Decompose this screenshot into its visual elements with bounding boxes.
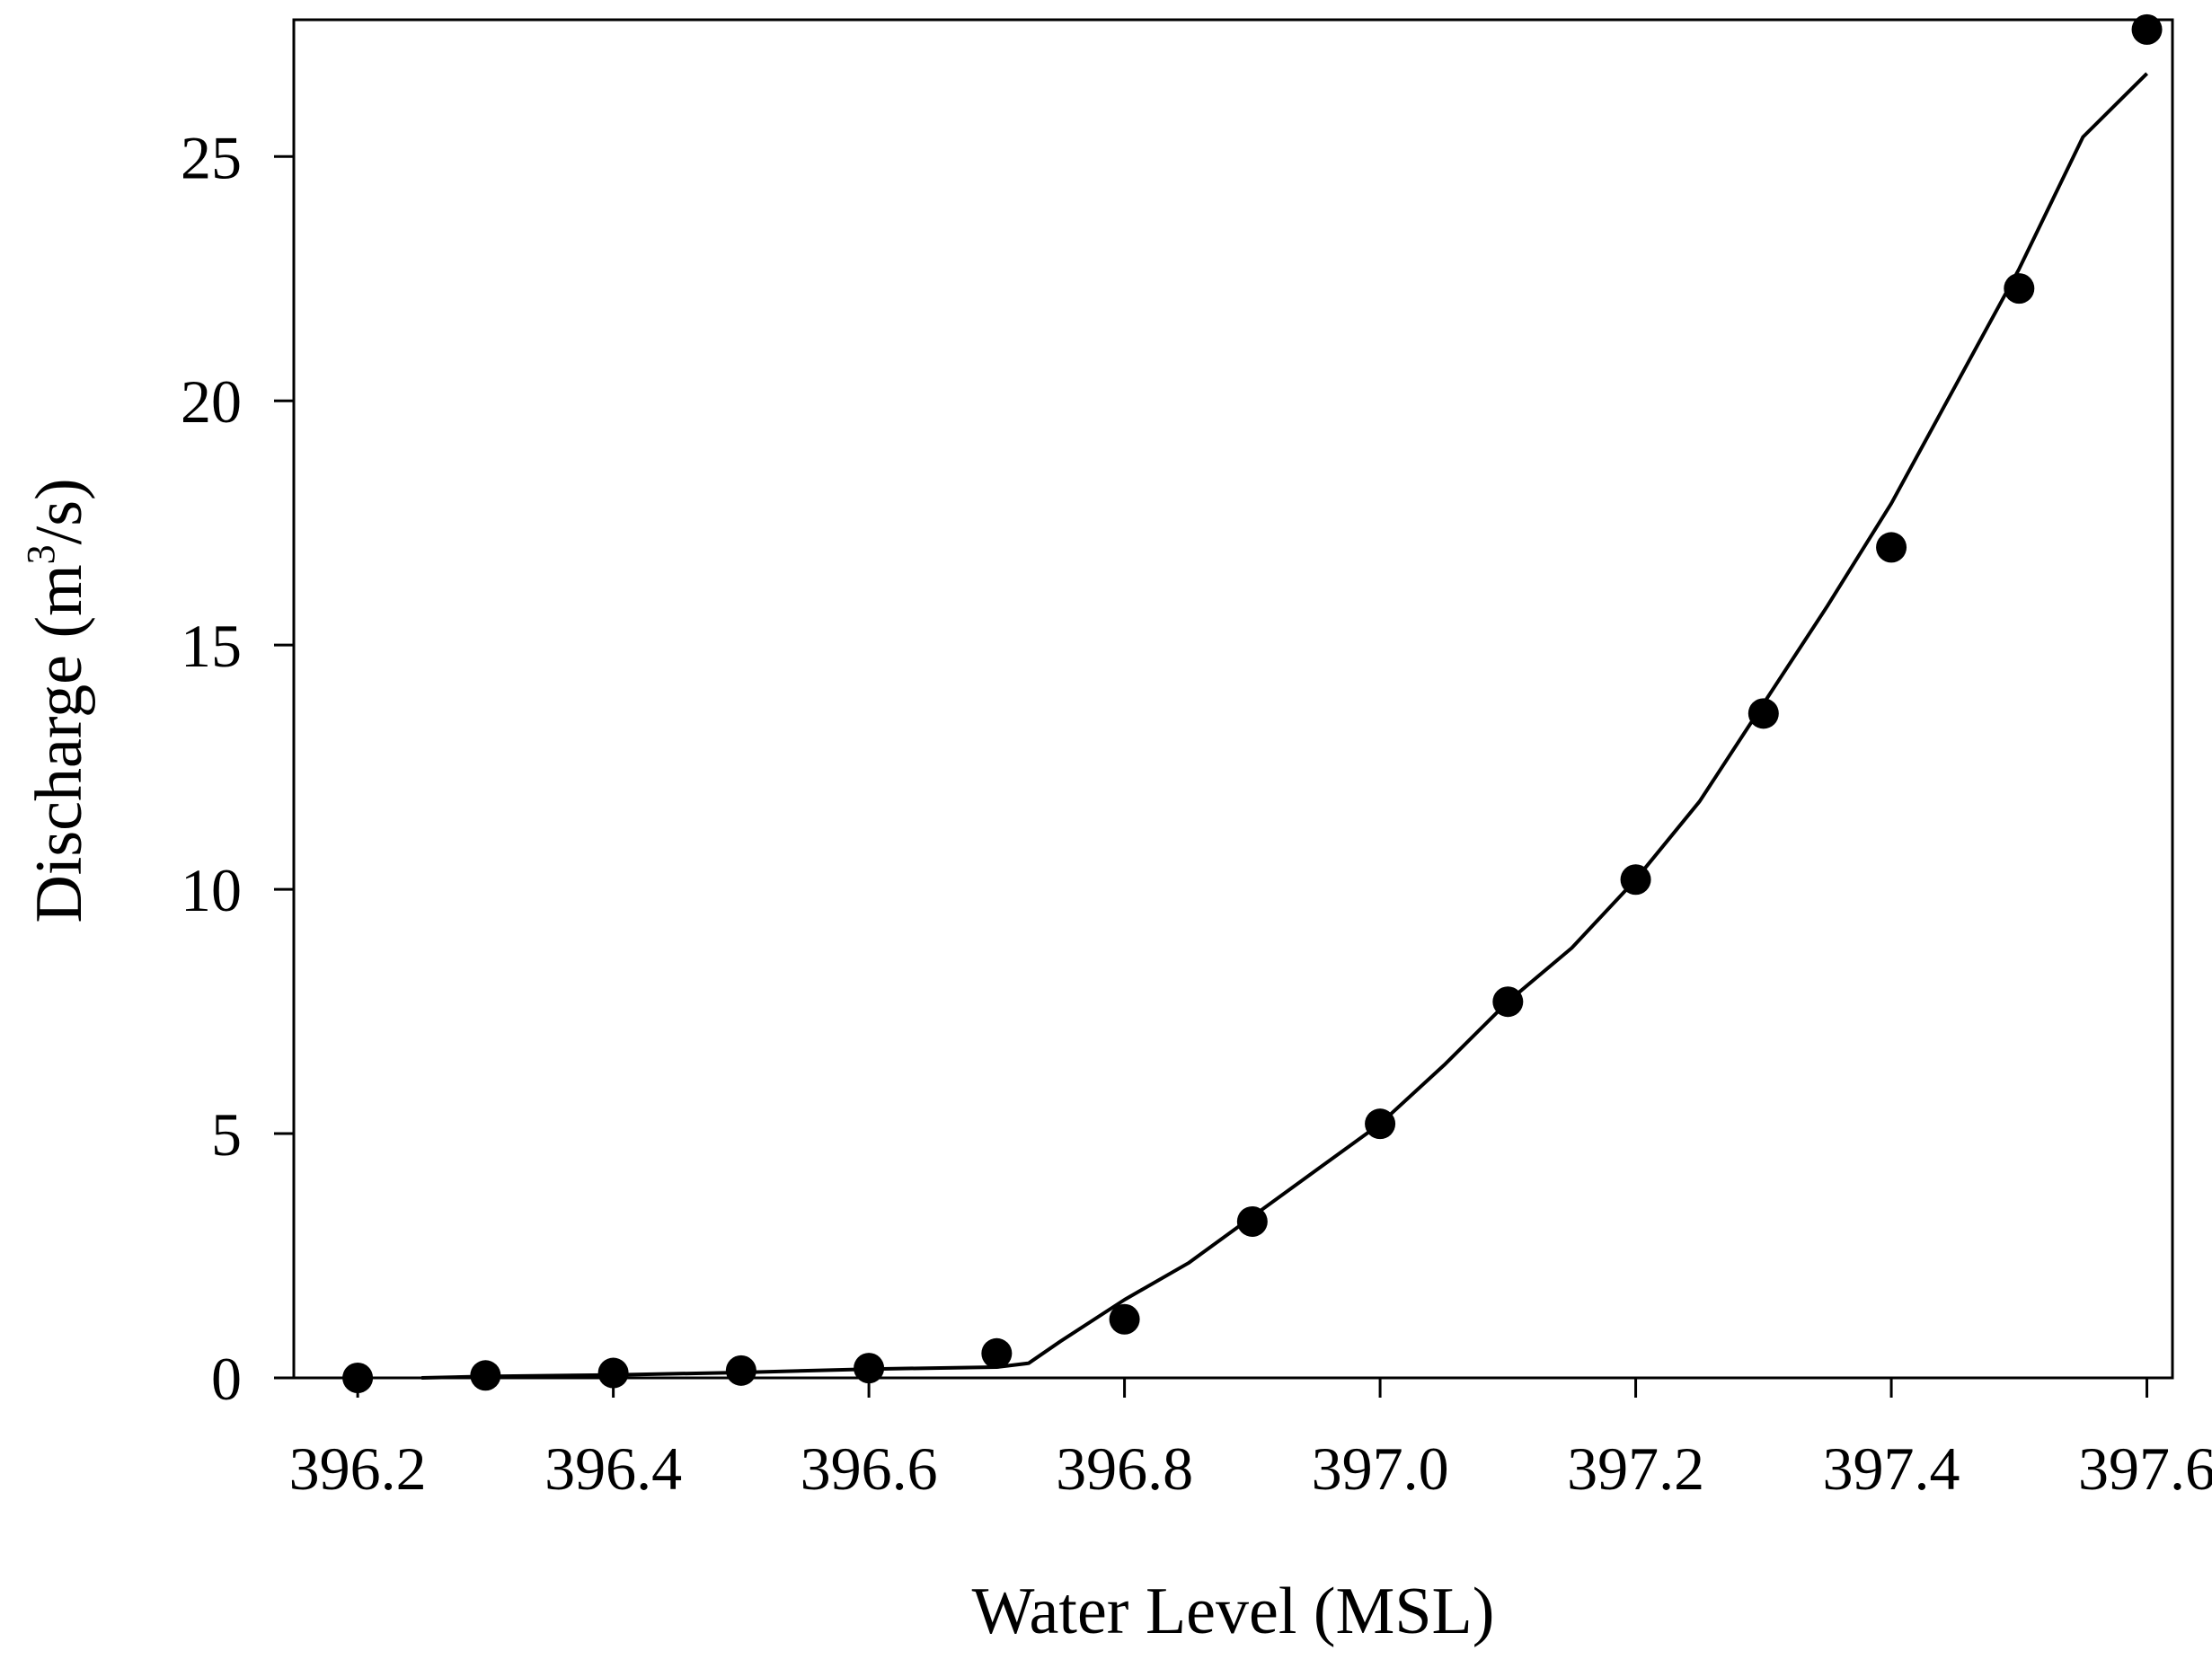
x-tick-label: 396.4 — [544, 1434, 682, 1503]
x-axis-title: Water Level (MSL) — [972, 1575, 1495, 1648]
y-axis-title-superscript: 3 — [19, 544, 63, 564]
data-point — [725, 1355, 757, 1386]
x-tick-label: 397.6 — [2078, 1434, 2212, 1503]
data-point — [981, 1337, 1013, 1369]
data-point — [470, 1360, 501, 1391]
data-point — [597, 1357, 629, 1389]
chart-marks — [342, 13, 2163, 1393]
data-point — [1236, 1205, 1268, 1237]
x-tick-label: 397.4 — [1823, 1434, 1960, 1503]
y-axis: 0 5 10 15 20 25 — [181, 123, 294, 1413]
y-tick-label: 20 — [181, 367, 242, 436]
data-point — [1620, 864, 1651, 896]
data-point — [1365, 1108, 1396, 1140]
data-point — [1876, 532, 1907, 563]
data-point — [854, 1353, 885, 1384]
y-tick-label: 10 — [181, 856, 242, 924]
y-tick-label: 0 — [211, 1345, 242, 1413]
data-point — [1109, 1303, 1140, 1335]
data-point — [2004, 273, 2035, 304]
data-point — [2131, 13, 2163, 45]
x-axis: 396.2 396.4 396.6 396.8 397.0 397.2 397.4 397.6 — [289, 1378, 2212, 1503]
x-tick-label: 397.0 — [1312, 1434, 1449, 1503]
x-tick-label: 396.8 — [1056, 1434, 1193, 1503]
x-tick-label: 397.2 — [1567, 1434, 1704, 1503]
x-tick-label: 396.6 — [801, 1434, 938, 1503]
y-axis-title: Discharge (m3/s) — [19, 478, 96, 922]
plot-frame — [292, 18, 2174, 1380]
y-tick-label: 15 — [181, 612, 242, 680]
y-axis-title-suffix: /s) — [22, 478, 96, 544]
y-axis-title-prefix: Discharge (m — [22, 564, 96, 922]
data-point — [1492, 986, 1524, 1018]
y-tick-label: 25 — [181, 123, 242, 191]
x-tick-label: 396.2 — [289, 1434, 427, 1503]
data-point — [1747, 698, 1779, 729]
y-tick-label: 5 — [211, 1100, 242, 1169]
